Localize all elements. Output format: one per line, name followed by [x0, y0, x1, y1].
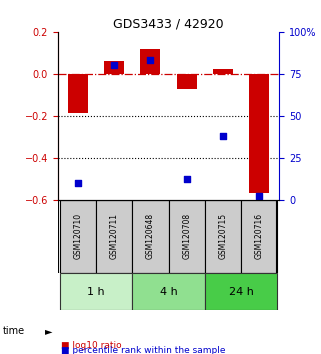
Bar [205, 273, 277, 310]
Point [75, 180, 80, 185]
Bar [60, 273, 132, 310]
Bar [60, 200, 96, 273]
Text: time: time [3, 326, 25, 336]
Text: ►: ► [45, 326, 52, 336]
Text: GSM120716: GSM120716 [255, 213, 264, 259]
Bar [205, 200, 241, 273]
Bar [68, 74, 88, 113]
Bar [169, 200, 205, 273]
Point [184, 177, 189, 182]
Text: GSM120648: GSM120648 [146, 213, 155, 259]
Text: GSM120708: GSM120708 [182, 213, 191, 259]
Text: GSM120710: GSM120710 [73, 213, 82, 259]
Title: GDS3433 / 42920: GDS3433 / 42920 [113, 18, 224, 31]
Bar [132, 200, 169, 273]
Text: 4 h: 4 h [160, 287, 178, 297]
Bar [213, 69, 233, 74]
Text: GSM120711: GSM120711 [109, 213, 118, 259]
Text: 24 h: 24 h [229, 287, 254, 297]
Text: GSM120715: GSM120715 [219, 213, 228, 259]
Bar [241, 200, 277, 273]
Point [257, 193, 262, 199]
Text: ■ log10 ratio: ■ log10 ratio [61, 341, 122, 350]
Text: ■ percentile rank within the sample: ■ percentile rank within the sample [61, 346, 225, 354]
Bar [177, 74, 197, 89]
Bar [104, 61, 124, 74]
Point [111, 63, 117, 68]
Bar [132, 273, 205, 310]
Text: 1 h: 1 h [87, 287, 105, 297]
Point [221, 133, 226, 139]
Bar [96, 200, 132, 273]
Point [148, 58, 153, 63]
Bar [249, 74, 269, 193]
Bar [140, 49, 160, 74]
